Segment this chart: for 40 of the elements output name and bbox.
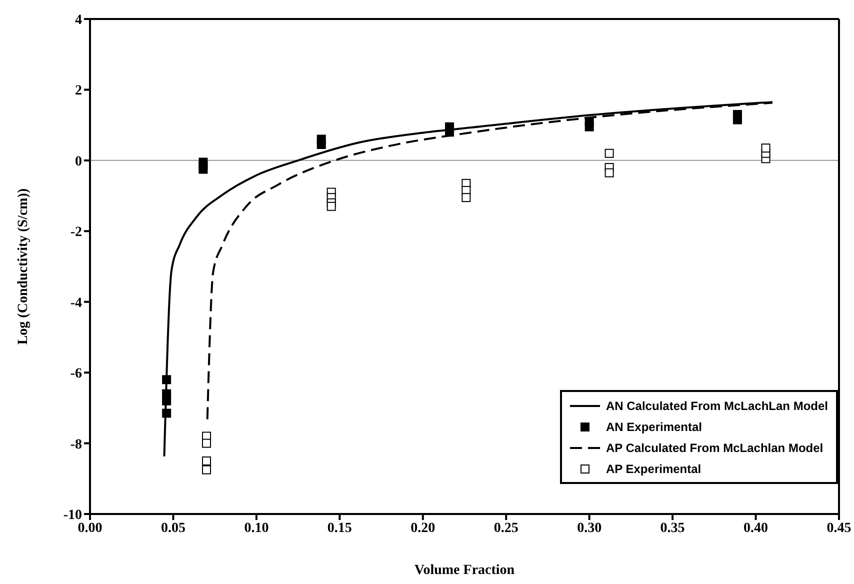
point (198, 164, 208, 174)
y-tick-label: -8 (70, 437, 82, 452)
point (162, 375, 172, 384)
x-tick-label: 0.30 (577, 520, 602, 536)
point (316, 134, 326, 144)
legend-label: AN Calculated From McLachLan Model (606, 398, 828, 412)
y-tick-label: -10 (63, 508, 82, 523)
x-tick-label: 0.40 (744, 520, 768, 536)
legend-label: AP Experimental (606, 462, 702, 476)
point (761, 144, 770, 153)
y-tick-label: 4 (75, 12, 82, 28)
point (604, 148, 614, 158)
point (326, 202, 336, 211)
legend-label: AN Experimental (606, 420, 702, 434)
x-tick-label: 0.20 (410, 520, 436, 536)
point (584, 117, 594, 126)
x-tick-label: 0.05 (160, 520, 186, 536)
point (202, 456, 212, 466)
point (462, 193, 471, 202)
point (202, 465, 212, 474)
point (732, 110, 742, 119)
x-tick-label: 0.35 (660, 520, 685, 536)
x-tick-label: 0.15 (327, 520, 352, 536)
x-axis-title: Volume Fraction (414, 563, 515, 578)
point (162, 396, 172, 406)
x-tick-label: 0.10 (244, 520, 269, 536)
y-tick-label: -6 (70, 366, 82, 382)
legend-label: AP Calculated From McLachlan Model (606, 440, 824, 454)
point (445, 122, 454, 132)
y-axis-title: Log (Conductivity (S/cm)) (16, 188, 31, 345)
point (162, 408, 172, 418)
y-tick-label: 2 (75, 84, 82, 99)
y-tick-label: 0 (75, 154, 82, 170)
x-tick-label: 0.00 (78, 520, 102, 536)
point (202, 438, 212, 448)
y-tick-label: -4 (70, 296, 82, 311)
x-tick-label: 0.25 (494, 520, 518, 536)
y-tick-label: -2 (70, 225, 82, 240)
point (604, 168, 614, 178)
x-tick-label: 0.45 (826, 520, 852, 536)
